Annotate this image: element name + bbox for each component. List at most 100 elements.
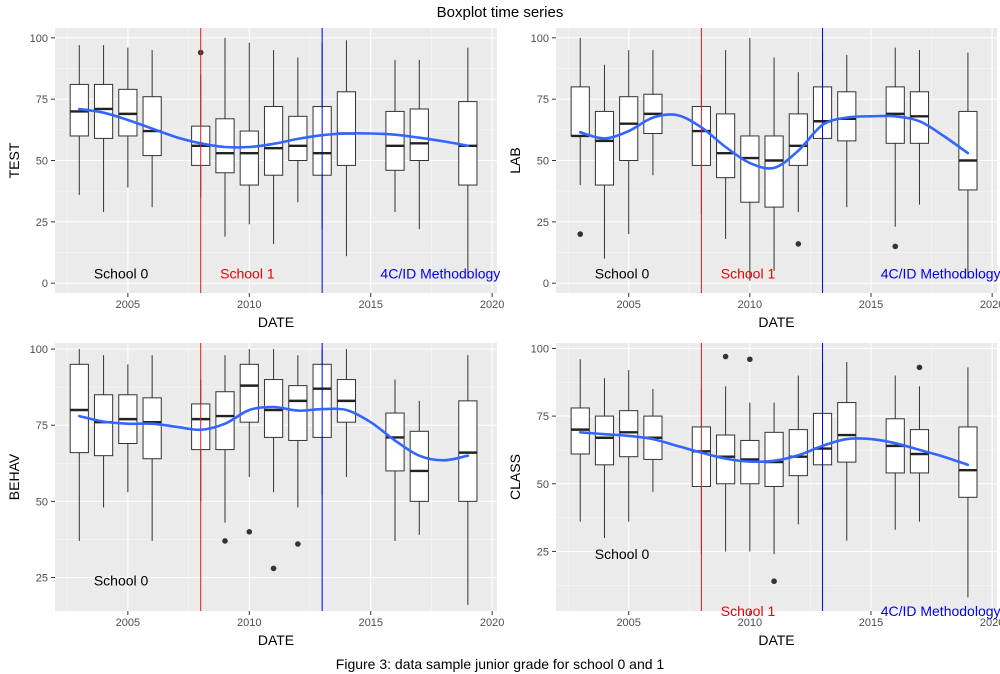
y-tick-label: 100 — [531, 343, 549, 355]
box-2005 — [118, 364, 138, 493]
figure-caption: Figure 3: data sample junior grade for s… — [336, 656, 665, 672]
y-tick-label: 100 — [30, 344, 48, 356]
box-body — [336, 91, 357, 166]
y-tick-label: 75 — [36, 94, 48, 106]
x-tick-label: 2010 — [738, 617, 762, 629]
smooth-trend-line — [578, 113, 970, 170]
annotation-label: 4C/ID Methodology — [881, 265, 1000, 281]
box-body — [570, 86, 590, 137]
box-body — [619, 410, 639, 458]
y-tick-label: 0 — [543, 278, 549, 290]
annotation-label: School 1 — [721, 265, 776, 281]
box-body — [594, 110, 615, 186]
box-body — [740, 135, 760, 203]
outlier-point — [222, 538, 228, 544]
x-tick-label: 2010 — [237, 617, 261, 629]
x-axis-title: DATE — [758, 314, 794, 330]
box-2003 — [69, 349, 89, 541]
panels: School 0 School 1 4C/ID Methodology 0 25 50 75… — [6, 28, 1000, 648]
box-2019 — [958, 52, 978, 279]
outlier-point — [916, 364, 923, 371]
box-2012 — [288, 355, 308, 547]
y-tick-label: 50 — [36, 496, 48, 508]
y-tick-label: 75 — [537, 411, 549, 423]
y-tick-label: 0 — [42, 278, 48, 290]
x-tick-label: 2010 — [738, 299, 762, 311]
box-body — [93, 394, 114, 457]
box-2009 — [215, 355, 235, 544]
box-2017 — [409, 400, 429, 535]
outlier-point — [892, 243, 899, 250]
x-tick-label: 2020 — [480, 617, 504, 629]
box-body — [215, 391, 235, 451]
annotation-label: School 0 — [94, 573, 149, 589]
box-body — [909, 91, 930, 144]
box-2012 — [788, 375, 808, 525]
outlier-point — [771, 578, 777, 585]
panel-class: School 0 School 1 4C/ID Methodology 25 50 75 1… — [507, 343, 1000, 648]
figure-title: Boxplot time series — [437, 4, 564, 21]
box-2005 — [118, 47, 138, 188]
smooth-trend-line — [578, 431, 970, 467]
outlier-point — [722, 353, 729, 360]
x-tick-label: 2015 — [358, 299, 382, 311]
y-axis-title: BEHAV — [6, 453, 22, 500]
box-2006 — [643, 50, 663, 176]
box-body — [837, 402, 857, 463]
annotation-label: School 0 — [595, 265, 650, 281]
box-2005 — [619, 50, 639, 235]
box-2017 — [909, 50, 930, 205]
box-2010 — [239, 42, 259, 225]
y-tick-label: 50 — [537, 156, 549, 168]
y-tick-label: 25 — [36, 573, 48, 585]
box-2016 — [885, 375, 905, 530]
box-body — [409, 108, 429, 161]
box-2011 — [764, 57, 784, 271]
box-body — [958, 110, 978, 191]
x-tick-label: 2005 — [116, 299, 140, 311]
box-2003 — [69, 45, 89, 195]
box-body — [288, 385, 308, 441]
y-tick-label: 75 — [36, 420, 48, 432]
x-tick-label: 2005 — [616, 299, 640, 311]
box-2004 — [594, 64, 615, 259]
x-axis-title: DATE — [758, 632, 794, 648]
y-tick-label: 75 — [537, 94, 549, 106]
y-tick-label: 50 — [36, 156, 48, 168]
x-tick-label: 2005 — [616, 617, 640, 629]
x-tick-label: 2020 — [980, 617, 1000, 629]
y-tick-label: 25 — [36, 217, 48, 229]
annotation-label: School 0 — [595, 546, 650, 562]
x-tick-label: 2015 — [859, 617, 883, 629]
outlier-point — [747, 356, 753, 363]
outlier-point — [795, 241, 802, 247]
box-2003 — [570, 37, 590, 237]
box-2011 — [263, 50, 284, 244]
outlier-point — [577, 231, 584, 237]
y-tick-label: 100 — [531, 33, 549, 45]
annotation-label: 4C/ID Methodology — [380, 265, 500, 281]
y-tick-label: 25 — [537, 217, 549, 229]
box-body — [570, 407, 590, 455]
box-body — [594, 415, 615, 466]
box-body — [69, 363, 89, 454]
annotation-label: School 0 — [94, 265, 149, 281]
box-2019 — [958, 367, 978, 598]
box-body — [458, 400, 478, 502]
y-axis-title: CLASS — [507, 454, 523, 500]
box-2004 — [594, 378, 615, 538]
box-2011 — [764, 402, 784, 585]
x-axis-title: DATE — [258, 314, 294, 330]
outlier-point — [270, 565, 277, 572]
x-tick-label: 2005 — [116, 617, 140, 629]
box-body — [619, 96, 639, 161]
box-2005 — [619, 370, 639, 522]
panel-behav: School 0 25 50 75 100 2005 2010 2015 2020 DATE BEH… — [6, 343, 504, 648]
panel-test: School 0 School 1 4C/ID Methodology 0 25 50 75… — [6, 28, 504, 330]
y-tick-label: 50 — [537, 479, 549, 491]
box-2014 — [837, 361, 857, 541]
box-2019 — [458, 47, 478, 279]
box-2011 — [263, 349, 284, 572]
annotation-label: School 1 — [220, 265, 275, 281]
